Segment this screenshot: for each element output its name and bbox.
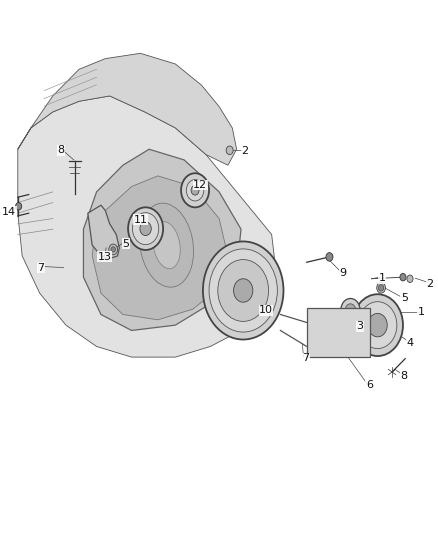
- Text: 3: 3: [357, 321, 364, 331]
- Circle shape: [341, 298, 360, 322]
- Text: 11: 11: [134, 215, 148, 224]
- Polygon shape: [18, 53, 237, 165]
- Bar: [307, 308, 370, 357]
- Circle shape: [226, 146, 233, 155]
- Circle shape: [111, 247, 115, 252]
- Circle shape: [377, 282, 385, 293]
- Polygon shape: [18, 96, 276, 357]
- Circle shape: [191, 185, 199, 195]
- Text: 14: 14: [2, 207, 16, 216]
- Circle shape: [128, 207, 163, 250]
- Circle shape: [109, 244, 117, 255]
- Text: 12: 12: [193, 180, 207, 190]
- Circle shape: [16, 203, 22, 210]
- Circle shape: [352, 294, 403, 356]
- Circle shape: [140, 222, 151, 236]
- Circle shape: [209, 249, 277, 332]
- Circle shape: [326, 253, 333, 261]
- Text: 8: 8: [57, 146, 64, 155]
- Text: 6: 6: [366, 381, 373, 390]
- Text: 7: 7: [302, 353, 309, 363]
- Polygon shape: [92, 176, 228, 320]
- Text: 2: 2: [241, 147, 248, 156]
- Circle shape: [407, 275, 413, 282]
- Circle shape: [132, 213, 159, 245]
- Circle shape: [203, 241, 283, 340]
- Circle shape: [345, 304, 356, 317]
- Text: 9: 9: [339, 269, 346, 278]
- Circle shape: [186, 180, 204, 201]
- Text: 1: 1: [418, 307, 425, 317]
- Text: 2: 2: [427, 279, 434, 288]
- Circle shape: [400, 273, 406, 281]
- Ellipse shape: [140, 203, 194, 287]
- Text: 8: 8: [400, 371, 407, 381]
- Text: 1: 1: [378, 273, 385, 283]
- Ellipse shape: [153, 222, 180, 269]
- Polygon shape: [88, 205, 119, 259]
- Text: 13: 13: [97, 252, 111, 262]
- Text: 5: 5: [122, 239, 129, 248]
- Text: 5: 5: [401, 294, 408, 303]
- Polygon shape: [84, 149, 241, 330]
- Circle shape: [181, 173, 209, 207]
- Circle shape: [233, 279, 253, 302]
- Circle shape: [378, 285, 384, 291]
- Circle shape: [358, 302, 397, 349]
- Text: 7: 7: [37, 263, 44, 272]
- Circle shape: [368, 313, 387, 337]
- Text: 10: 10: [259, 305, 273, 315]
- Text: 4: 4: [406, 338, 413, 348]
- Circle shape: [218, 260, 268, 321]
